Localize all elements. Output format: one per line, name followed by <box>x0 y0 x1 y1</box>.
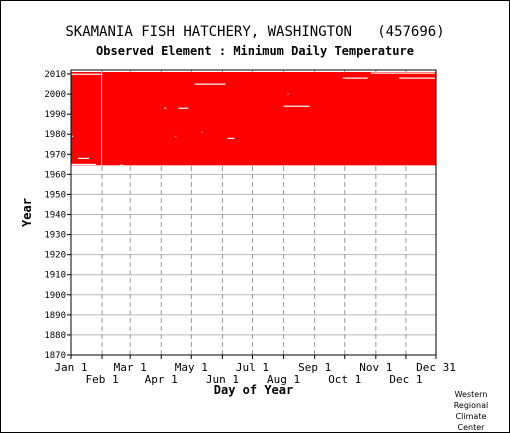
credit-line: Western <box>454 390 488 399</box>
missing-data-segment <box>194 83 226 85</box>
y-tick-label: 1960 <box>44 170 66 180</box>
missing-data-segment <box>201 131 203 133</box>
x-tick-label: Jun 1 <box>206 373 239 386</box>
y-tick-label: 1880 <box>44 331 66 341</box>
y-tick-label: 1930 <box>44 231 66 241</box>
x-axis-label: Day of Year <box>214 383 293 397</box>
missing-data-segment <box>287 93 289 95</box>
missing-data-segment <box>370 72 435 74</box>
missing-data-segment <box>227 137 235 139</box>
x-tick-label: Apr 1 <box>145 373 178 386</box>
y-tick-label: 1980 <box>44 130 66 140</box>
x-tick-label: Sep 1 <box>298 361 331 374</box>
y-tick-label: 1950 <box>44 190 66 200</box>
credit-line: Regional <box>453 401 489 410</box>
y-tick-label: 1890 <box>44 311 66 321</box>
missing-data-segment <box>71 163 97 166</box>
y-tick-label: 1920 <box>44 251 66 261</box>
y-tick-label: 1910 <box>44 271 66 281</box>
missing-data-segment <box>72 135 74 137</box>
missing-data-segment <box>101 72 103 166</box>
y-tick-label: 1990 <box>44 110 66 120</box>
missing-data-segment <box>164 107 167 109</box>
missing-data-segment <box>342 77 368 79</box>
missing-data-segment <box>175 135 177 137</box>
x-tick-label: Nov 1 <box>359 361 392 374</box>
observed-data-block <box>71 72 436 166</box>
chart-subtitle: Observed Element : Minimum Daily Tempera… <box>96 44 414 58</box>
y-axis-label: Year <box>20 198 34 227</box>
x-tick-label: Mar 1 <box>114 361 147 374</box>
credit-block: Western Regional Climate Center <box>446 389 496 433</box>
x-tick-label: Feb 1 <box>86 373 119 386</box>
missing-data-segment <box>78 157 90 160</box>
y-tick-label: 2000 <box>44 90 66 100</box>
plot-border <box>70 69 437 356</box>
y-tick-label: 1940 <box>44 211 66 221</box>
chart-title: SKAMANIA FISH HATCHERY, WASHINGTON (4576… <box>65 24 445 40</box>
credit-line: Center <box>457 423 485 432</box>
missing-data-segment <box>398 77 435 79</box>
x-tick-label: Dec 31 <box>416 361 456 374</box>
x-tick-label: Jan 1 <box>54 361 87 374</box>
x-tick-label: Aug 1 <box>267 373 300 386</box>
credit-line: Climate <box>455 412 487 421</box>
missing-data-segment <box>71 73 102 75</box>
x-tick-label: Oct 1 <box>328 373 361 386</box>
missing-data-segment <box>178 107 189 109</box>
missing-data-segment <box>283 105 310 107</box>
x-tick-label: May 1 <box>175 361 208 374</box>
x-tick-label: Jul 1 <box>236 361 269 374</box>
y-tick-label: 1900 <box>44 291 66 301</box>
missing-data-segment <box>120 164 124 166</box>
y-tick-label: 1970 <box>44 150 66 160</box>
y-tick-label: 1870 <box>44 351 66 361</box>
x-tick-label: Dec 1 <box>389 373 422 386</box>
y-tick-label: 2010 <box>44 70 66 80</box>
